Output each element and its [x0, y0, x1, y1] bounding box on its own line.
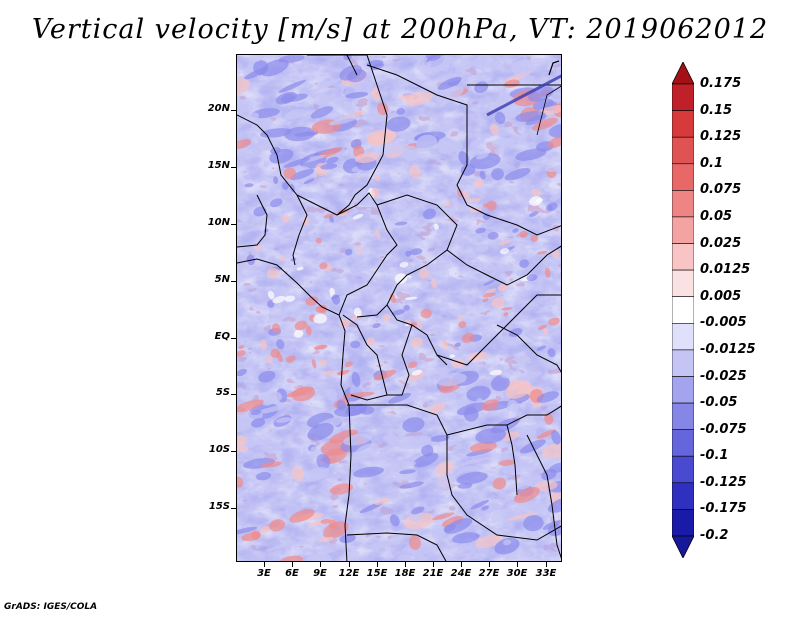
coastline-west — [237, 258, 352, 561]
latitude-label: 5S — [215, 387, 230, 398]
colorbar-swatch — [672, 269, 694, 298]
colorbar-swatch — [672, 482, 694, 510]
colorbar-swatch — [672, 376, 694, 404]
colorbar-level-label: 0.075 — [700, 182, 742, 198]
longitude-label: 30E — [506, 568, 528, 579]
colorbar-swatch — [672, 296, 694, 324]
latitude-label: 10S — [208, 444, 230, 455]
colorbar-level-label: 0.0125 — [700, 262, 751, 278]
colorbar-level-label: 0.125 — [700, 129, 742, 145]
latitude-label: 15N — [207, 160, 230, 171]
colorbar-level-label: 0.1 — [700, 155, 724, 171]
colorbar — [672, 62, 694, 558]
colorbar-level-label: -0.2 — [700, 528, 729, 543]
colorbar-swatch — [672, 402, 694, 431]
latitude-label: EQ — [214, 331, 230, 342]
colorbar-level-label: -0.075 — [700, 421, 747, 437]
colorbar-level-label: -0.005 — [700, 315, 747, 331]
colorbar-swatch — [672, 110, 694, 138]
colorbar-swatch — [672, 190, 694, 218]
longitude-label: 27E — [478, 568, 500, 579]
colorbar-level-label: -0.05 — [700, 395, 738, 411]
colorbar-swatch — [672, 429, 694, 457]
latitude-label: 10N — [207, 217, 230, 228]
colorbar-swatch — [672, 216, 694, 244]
colorbar-swatch — [672, 163, 694, 191]
longitude-label: 18E — [394, 568, 416, 579]
longitude-label: 33E — [535, 568, 557, 579]
credit-label: GrADS: IGES/COLA — [4, 602, 98, 612]
colorbar-swatch — [672, 455, 694, 484]
colorbar-level-label: 0.025 — [700, 235, 742, 251]
colorbar-level-label: 0.15 — [700, 102, 733, 118]
longitude-label: 3E — [257, 568, 271, 579]
latitude-label: 20N — [207, 103, 230, 114]
colorbar-swatch — [672, 136, 694, 165]
map-plot-area — [236, 54, 562, 562]
vertical-velocity-field — [237, 55, 561, 561]
border-north-2 — [366, 64, 561, 236]
colorbar-level-label: -0.1 — [700, 448, 729, 464]
latitude-label: 15S — [208, 501, 230, 512]
colorbar-bottom-arrow — [672, 535, 694, 558]
colorbar-level-label: 0.05 — [700, 208, 733, 224]
colorbar-swatch — [672, 243, 694, 271]
colorbar-level-label: -0.0125 — [700, 341, 756, 357]
colorbar-level-label: -0.025 — [700, 368, 747, 384]
colorbar-level-label: -0.125 — [700, 474, 747, 490]
colorbar-level-label: 0.005 — [700, 288, 742, 304]
latitude-label: 5N — [214, 274, 230, 285]
longitude-label: 6E — [285, 568, 299, 579]
longitude-label: 21E — [422, 568, 444, 579]
colorbar-level-label: 0.175 — [700, 76, 742, 91]
colorbar-swatch — [672, 83, 694, 111]
longitude-label: 24E — [450, 568, 472, 579]
colorbar-swatch — [672, 349, 694, 377]
colorbar-swatch — [672, 322, 694, 351]
plot-title: Vertical velocity [m/s] at 200hPa, VT: 2… — [31, 14, 769, 45]
border-north-1 — [237, 55, 388, 216]
longitude-label: 9E — [313, 568, 327, 579]
colorbar-swatch — [672, 509, 694, 537]
longitude-label: 12E — [338, 568, 360, 579]
colorbar-level-label: -0.175 — [700, 501, 747, 517]
colorbar-top-arrow — [672, 62, 694, 85]
longitude-label: 15E — [366, 568, 388, 579]
